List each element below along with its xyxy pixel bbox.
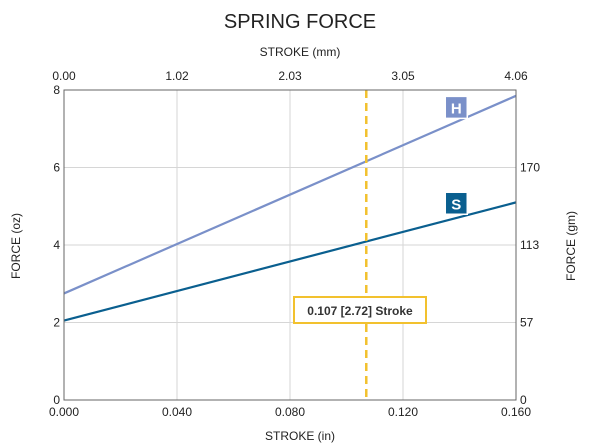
left-axis-label: FORCE (oz) — [9, 213, 23, 279]
series-line-s — [63, 201, 517, 322]
plot-frame — [63, 89, 517, 401]
bottom-tick-label: 0.000 — [49, 405, 79, 419]
right-axis-label: FORCE (gm) — [564, 211, 578, 281]
left-tick-label: 2 — [53, 316, 60, 330]
bottom-tick-label: 0.160 — [501, 405, 531, 419]
bottom-tick-label: 0.040 — [162, 405, 192, 419]
top-tick-label: 4.06 — [504, 69, 528, 83]
bottom-axis-label: STROKE (in) — [265, 429, 335, 443]
tick-labels: 0.000 0.040 0.080 0.120 0.160 0.00 1.02 2.03 3.0… — [49, 69, 540, 419]
left-tick-label: 8 — [53, 83, 60, 97]
series-badge-label: S — [451, 196, 461, 213]
series-lines — [63, 94, 517, 322]
stroke-annotation: 0.107 [2.72] Stroke — [293, 90, 427, 400]
series-line-h — [63, 94, 517, 295]
left-tick-label: 6 — [53, 161, 60, 175]
right-tick-label: 57 — [520, 316, 534, 330]
left-tick-label: 4 — [53, 238, 60, 252]
bottom-tick-label: 0.080 — [275, 405, 305, 419]
right-tick-label: 113 — [520, 238, 539, 252]
top-axis-label: STROKE (mm) — [260, 45, 341, 59]
top-tick-label: 1.02 — [165, 69, 189, 83]
grid-lines — [64, 90, 516, 400]
top-tick-label: 2.03 — [278, 69, 302, 83]
series-badge-label: H — [451, 100, 462, 117]
chart-title: SPRING FORCE — [224, 11, 376, 33]
series-badge-h — [444, 95, 469, 120]
left-tick-label: 0 — [53, 393, 60, 407]
right-tick-label: 170 — [520, 161, 540, 175]
series-badge-s — [444, 191, 469, 216]
right-tick-label: 0 — [520, 393, 527, 407]
series-badges: HS — [444, 95, 469, 216]
top-tick-label: 3.05 — [391, 69, 415, 83]
annotation-text: 0.107 [2.72] Stroke — [307, 304, 413, 318]
bottom-tick-label: 0.120 — [388, 405, 418, 419]
annotation-box — [293, 296, 427, 324]
top-tick-label: 0.00 — [52, 69, 76, 83]
